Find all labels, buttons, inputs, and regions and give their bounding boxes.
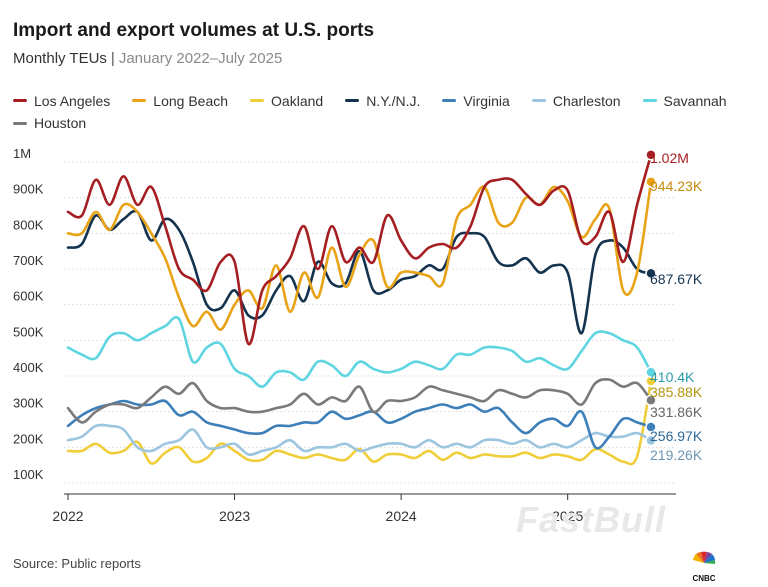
series-line-virginia xyxy=(66,399,653,450)
series-line-charleston xyxy=(66,423,653,457)
legend-swatch xyxy=(345,99,360,102)
legend-label: Savannah xyxy=(663,92,727,109)
y-tick-label: 100K xyxy=(13,467,44,482)
legend-swatch xyxy=(442,99,457,102)
legend-item: Charleston xyxy=(531,90,621,112)
source-note: Source: Public reports xyxy=(13,556,141,571)
legend-swatch xyxy=(250,99,265,102)
end-label-houston: 331.86K xyxy=(650,404,703,420)
legend-label: Charleston xyxy=(552,92,621,109)
legend-label: Virginia xyxy=(463,92,510,109)
end-label-virginia: 256.97K xyxy=(650,428,703,444)
chart-legend: Los Angeles Long Beach Oakland N.Y./N.J. Vir… xyxy=(13,89,753,134)
end-label-charleston: 219.26K xyxy=(650,447,703,463)
series-line-houston xyxy=(66,378,653,424)
y-tick-label: 700K xyxy=(13,253,44,268)
end-marker-virginia xyxy=(645,421,657,433)
legend-label: Los Angeles xyxy=(34,92,111,109)
series-line-n-y-n-j xyxy=(66,209,653,335)
end-marker-savannah xyxy=(645,366,657,379)
x-tick-label: 2024 xyxy=(386,508,417,524)
end-label-oakland: 385.88K xyxy=(650,384,703,400)
y-tick-label: 900K xyxy=(13,182,44,197)
end-label-savannah: 410.4K xyxy=(650,369,695,385)
legend-swatch xyxy=(132,99,147,102)
end-label-long-beach: 944.23K xyxy=(650,178,703,194)
legend-item: Long Beach xyxy=(132,90,228,112)
legend-item: Los Angeles xyxy=(13,90,110,112)
legend-label: Long Beach xyxy=(153,92,229,109)
legend-label: Houston xyxy=(34,115,87,131)
legend-item: Oakland xyxy=(250,90,323,112)
y-tick-label: 500K xyxy=(13,324,44,339)
end-marker-n-y-n-j xyxy=(645,267,657,280)
chart-subtitle: Monthly TEUs | January 2022–July 2025 xyxy=(13,50,282,67)
subtitle-separator: | xyxy=(110,50,115,67)
legend-item: N.Y./N.J. xyxy=(345,90,420,112)
x-tick-label: 2025 xyxy=(552,508,583,524)
subtitle-date-range: January 2022–July 2025 xyxy=(118,50,283,67)
y-tick-label: 400K xyxy=(13,360,44,375)
end-marker-charleston xyxy=(645,434,657,447)
y-tick-label: 200K xyxy=(13,431,44,446)
legend-swatch xyxy=(531,99,546,102)
watermark: FastBull xyxy=(516,499,667,540)
legend-item: Virginia xyxy=(442,90,510,112)
series-line-savannah xyxy=(66,315,653,388)
end-marker-los-angeles xyxy=(645,149,657,161)
series-line-long-beach xyxy=(66,180,653,331)
y-tick-label: 1M xyxy=(13,146,31,161)
legend-swatch xyxy=(13,121,27,125)
y-tick-label: 300K xyxy=(13,396,44,411)
legend-label: N.Y./N.J. xyxy=(366,92,421,109)
cnbc-logo: CNBC xyxy=(692,551,716,583)
legend-swatch xyxy=(642,99,657,102)
logo-text: CNBC xyxy=(692,574,715,583)
series-line-los-angeles xyxy=(66,153,653,346)
end-label-los-angeles: 1.02M xyxy=(650,150,689,166)
chart-title: Import and export volumes at U.S. ports xyxy=(13,20,375,41)
legend-swatch xyxy=(13,99,27,102)
end-marker-long-beach xyxy=(645,176,657,188)
legend-item: Houston xyxy=(13,112,86,134)
end-marker-houston xyxy=(645,394,657,407)
end-label-n-y-n-j: 687.67K xyxy=(650,271,703,287)
legend-item: Savannah xyxy=(642,90,727,112)
subtitle-unit: Monthly TEUs xyxy=(13,50,107,67)
series-line-oakland xyxy=(66,379,653,466)
y-tick-label: 600K xyxy=(13,289,44,304)
x-tick-label: 2022 xyxy=(52,508,83,524)
legend-label: Oakland xyxy=(271,92,324,109)
y-tick-label: 800K xyxy=(13,217,44,232)
x-tick-label: 2023 xyxy=(219,508,250,524)
